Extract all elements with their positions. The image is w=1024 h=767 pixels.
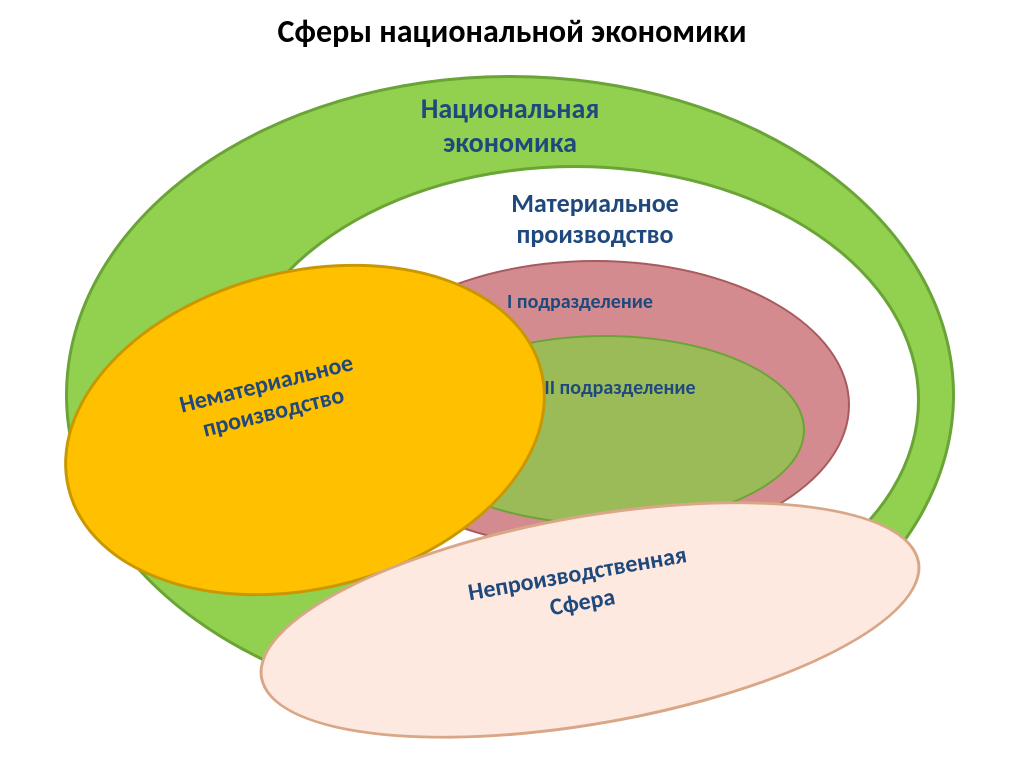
label-national-economy: Национальная экономика: [350, 92, 670, 159]
label-material-production: Материальное производство: [445, 188, 745, 250]
diagram-stage: Сферы национальной экономики Национальна…: [0, 0, 1024, 767]
page-title: Сферы национальной экономики: [0, 12, 1024, 51]
